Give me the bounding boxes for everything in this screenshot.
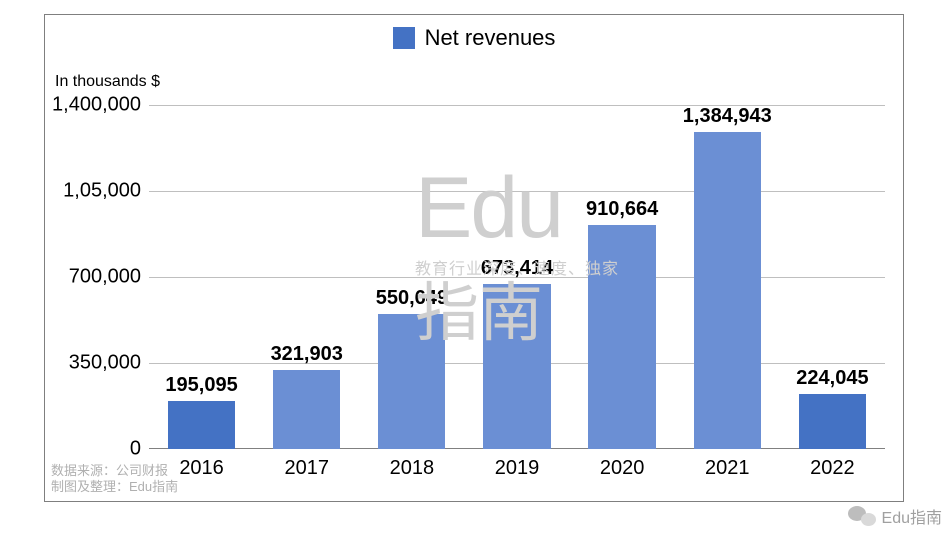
bar-slot: 1,384,9432021 [675, 105, 780, 449]
bars-container: 195,0952016321,9032017550,6492018673,414… [149, 105, 885, 449]
x-category-label: 2020 [600, 457, 645, 480]
bar-slot: 224,0452022 [780, 105, 885, 449]
bar-value-label: 321,903 [271, 343, 343, 366]
bar [588, 225, 655, 449]
x-category-label: 2016 [179, 457, 224, 480]
chart-frame: Net revenues In thousands $ 0350,000700,… [44, 14, 904, 502]
bar [799, 394, 866, 449]
x-category-label: 2017 [284, 457, 329, 480]
bar-value-label: 195,095 [165, 374, 237, 397]
legend-swatch [393, 27, 415, 49]
y-tick-label: 700,000 [69, 266, 141, 289]
bar-slot: 673,4142019 [464, 105, 569, 449]
bar [378, 314, 445, 449]
y-axis-unit-label: In thousands $ [55, 73, 160, 91]
bar-value-label: 1,384,943 [683, 105, 772, 128]
bar-value-label: 910,664 [586, 198, 658, 221]
x-category-label: 2021 [705, 457, 750, 480]
bar [483, 284, 550, 449]
wechat-tag: Edu指南 [848, 504, 942, 528]
footer-credit: 制图及整理：Edu指南 [51, 476, 178, 495]
y-tick-label: 0 [130, 438, 141, 461]
wechat-icon [848, 504, 876, 528]
y-tick-label: 350,000 [69, 352, 141, 375]
bar-value-label: 673,414 [481, 257, 553, 280]
wechat-tag-text: Edu指南 [882, 504, 942, 528]
bar-slot: 195,0952016 [149, 105, 254, 449]
bar [273, 370, 340, 449]
y-tick-label: 1,05,000 [63, 180, 141, 203]
bar-slot: 910,6642020 [570, 105, 675, 449]
y-tick-label: 1,400,000 [52, 94, 141, 117]
plot-area: 0350,000700,0001,05,0001,400,000 195,095… [149, 105, 885, 449]
bar-slot: 550,6492018 [359, 105, 464, 449]
bar-slot: 321,9032017 [254, 105, 359, 449]
bar-value-label: 550,649 [376, 287, 448, 310]
x-category-label: 2018 [390, 457, 435, 480]
x-category-label: 2019 [495, 457, 540, 480]
legend-label: Net revenues [425, 25, 556, 51]
bar [694, 132, 761, 449]
legend: Net revenues [45, 25, 903, 51]
bar-value-label: 224,045 [796, 367, 868, 390]
bar [168, 401, 235, 449]
x-category-label: 2022 [810, 457, 855, 480]
